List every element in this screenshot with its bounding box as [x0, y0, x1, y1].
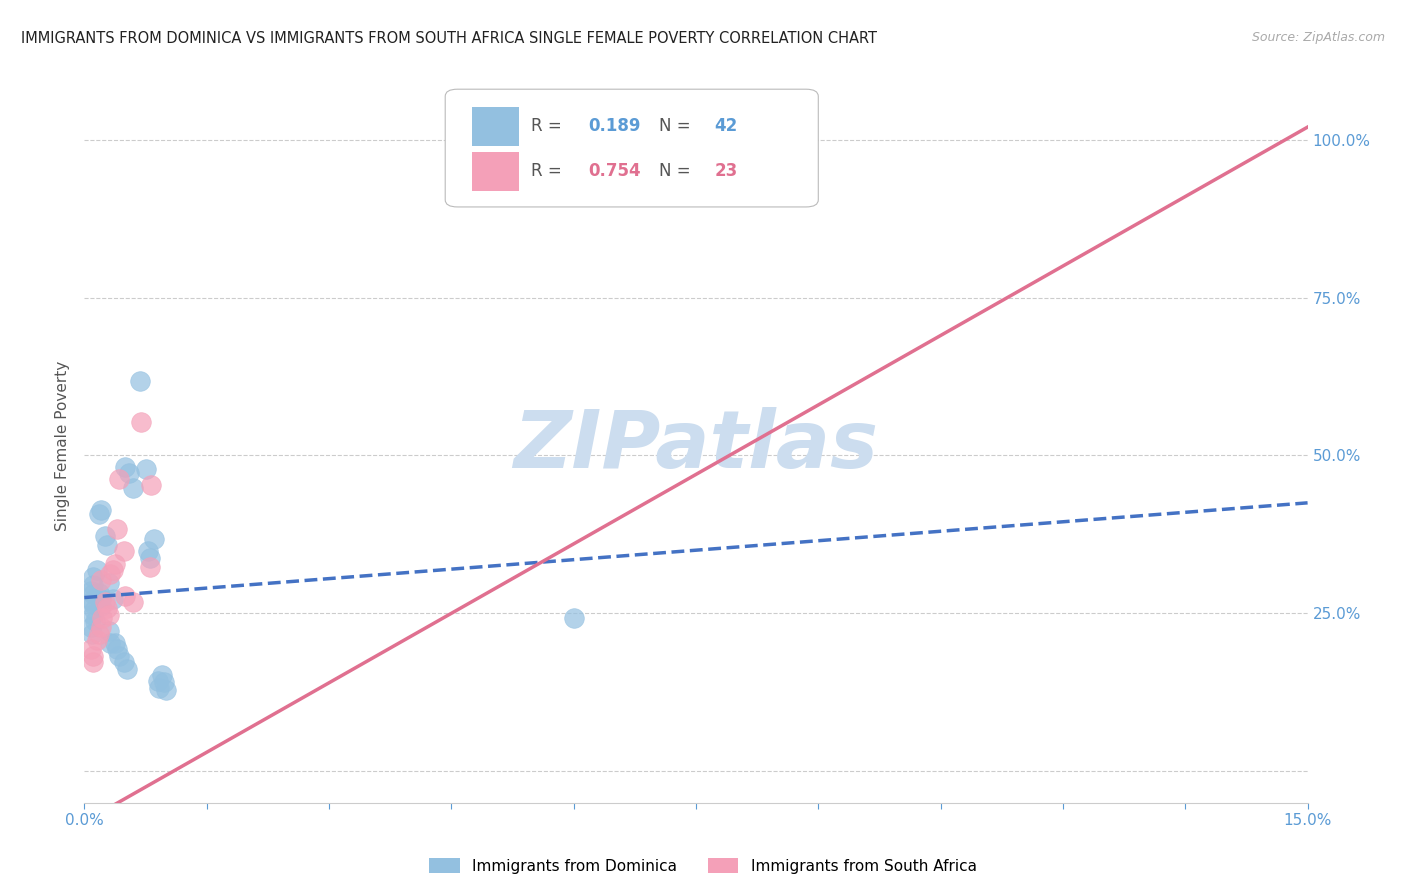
Point: [90, 620, 112, 634]
Point: [101, 592, 124, 607]
Point: [148, 681, 170, 695]
Point: [562, 611, 585, 625]
Point: [135, 462, 157, 476]
Point: [80, 642, 103, 657]
Point: [107, 472, 129, 486]
Point: [86, 632, 108, 647]
Point: [82, 587, 104, 601]
Point: [90, 503, 112, 517]
Text: R =: R =: [531, 162, 567, 180]
Point: [118, 466, 141, 480]
Point: [96, 601, 118, 615]
Point: [115, 662, 138, 676]
Point: [90, 573, 112, 587]
Text: N =: N =: [659, 162, 696, 180]
Point: [97, 624, 120, 638]
Point: [138, 550, 160, 565]
Point: [97, 576, 120, 591]
Point: [82, 655, 104, 669]
Point: [96, 538, 118, 552]
Point: [725, 133, 748, 147]
Point: [114, 589, 136, 603]
Text: 0.754: 0.754: [588, 162, 641, 180]
Text: R =: R =: [531, 118, 567, 136]
Point: [82, 597, 104, 611]
Point: [142, 532, 165, 546]
Point: [107, 648, 129, 663]
Point: [82, 648, 104, 663]
Y-axis label: Single Female Poverty: Single Female Poverty: [55, 361, 70, 531]
Point: [146, 673, 169, 688]
Point: [104, 636, 127, 650]
Point: [101, 563, 124, 577]
Text: N =: N =: [659, 118, 696, 136]
Point: [91, 611, 114, 625]
Point: [100, 566, 122, 581]
Point: [138, 560, 160, 574]
Point: [131, 415, 153, 429]
Point: [100, 636, 122, 650]
Point: [114, 459, 136, 474]
Legend: Immigrants from Dominica, Immigrants from South Africa: Immigrants from Dominica, Immigrants fro…: [423, 852, 983, 880]
Point: [105, 642, 128, 657]
Point: [84, 614, 107, 628]
Point: [82, 578, 104, 592]
Point: [86, 563, 108, 577]
Point: [105, 522, 128, 536]
Point: [128, 374, 150, 388]
Point: [136, 544, 159, 558]
Bar: [472, 107, 519, 146]
FancyBboxPatch shape: [446, 89, 818, 207]
Point: [150, 668, 173, 682]
Point: [87, 585, 110, 599]
Text: 23: 23: [714, 162, 738, 180]
Point: [82, 570, 104, 584]
Text: ZIPatlas: ZIPatlas: [513, 407, 879, 485]
Point: [122, 595, 145, 609]
Point: [93, 595, 117, 609]
Point: [80, 584, 103, 599]
Point: [80, 620, 103, 634]
Point: [80, 626, 103, 640]
Point: [155, 683, 177, 698]
Point: [90, 599, 112, 613]
Point: [93, 529, 117, 543]
Text: Source: ZipAtlas.com: Source: ZipAtlas.com: [1251, 31, 1385, 45]
Point: [82, 607, 104, 622]
Point: [104, 557, 127, 571]
Point: [122, 481, 145, 495]
Text: 42: 42: [714, 118, 738, 136]
Bar: [472, 152, 519, 191]
Point: [112, 544, 135, 558]
Point: [80, 593, 103, 607]
Point: [87, 507, 110, 521]
Point: [83, 603, 105, 617]
Text: IMMIGRANTS FROM DOMINICA VS IMMIGRANTS FROM SOUTH AFRICA SINGLE FEMALE POVERTY C: IMMIGRANTS FROM DOMINICA VS IMMIGRANTS F…: [21, 31, 877, 46]
Point: [87, 626, 110, 640]
Point: [141, 478, 163, 492]
Point: [97, 607, 120, 622]
Point: [112, 655, 135, 669]
Point: [90, 591, 112, 606]
Text: 0.189: 0.189: [588, 118, 641, 136]
Point: [153, 674, 176, 689]
